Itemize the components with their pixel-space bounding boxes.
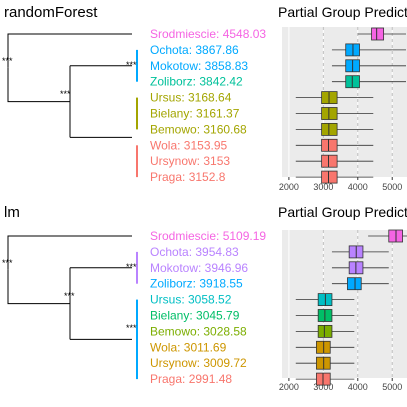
group-label: Srodmiescie: 5109.19 bbox=[150, 229, 266, 243]
group-label: Ursynow: 3009.72 bbox=[150, 356, 247, 370]
branch bbox=[7, 269, 70, 305]
branch bbox=[7, 67, 70, 103]
group-label: Srodmiescie: 4548.03 bbox=[150, 27, 266, 41]
group-label: Bemowo: 3028.58 bbox=[150, 324, 247, 338]
group-label: Zoliborz: 3918.55 bbox=[150, 277, 243, 291]
x-tick-label: 4000 bbox=[348, 182, 368, 192]
significance-stars: *** bbox=[126, 262, 137, 272]
significance-stars: *** bbox=[126, 60, 137, 70]
boxplot-title: Partial Group Predictions bbox=[278, 204, 407, 220]
group-label: Praga: 3152.8 bbox=[150, 170, 226, 184]
plot-background bbox=[282, 230, 407, 378]
group-label: Ursus: 3058.52 bbox=[150, 293, 232, 307]
model-title: randomForest bbox=[4, 4, 98, 21]
branch bbox=[7, 235, 132, 270]
significance-stars: *** bbox=[126, 323, 137, 333]
group-label: Mokotow: 3858.83 bbox=[150, 59, 248, 73]
significance-stars: *** bbox=[2, 56, 13, 66]
box bbox=[371, 27, 385, 41]
box bbox=[347, 277, 362, 291]
significance-stars: *** bbox=[64, 291, 75, 301]
box bbox=[321, 107, 338, 120]
significance-stars: *** bbox=[60, 89, 71, 99]
model-title: lm bbox=[4, 204, 20, 221]
group-label: Wola: 3011.69 bbox=[150, 340, 227, 354]
boxplot-title: Partial Group Predictions bbox=[278, 4, 407, 20]
plot-background bbox=[282, 27, 407, 177]
box bbox=[321, 123, 338, 136]
group-label: Ursus: 3168.64 bbox=[150, 91, 232, 105]
box bbox=[321, 170, 338, 184]
box bbox=[317, 324, 333, 338]
x-tick-label: 2000 bbox=[279, 182, 299, 192]
panel-randomforest: randomForest Partial Group Predictions 200… bbox=[2, 4, 407, 192]
group-label: Wola: 3153.95 bbox=[150, 138, 227, 152]
group-label: Bielany: 3161.37 bbox=[150, 107, 240, 121]
group-label: Bemowo: 3160.68 bbox=[150, 122, 247, 136]
box bbox=[321, 154, 338, 168]
box bbox=[321, 138, 338, 152]
group-label: Ursynow: 3153 bbox=[150, 154, 230, 168]
panel-lm: lm Partial Group Predictions 2000 3000 4000 5… bbox=[2, 204, 407, 392]
group-label: Ochota: 3867.86 bbox=[150, 43, 239, 57]
x-tick-label: 3000 bbox=[313, 182, 333, 192]
x-tick-label: 4000 bbox=[348, 382, 368, 392]
branch bbox=[7, 33, 132, 68]
x-tick-label: 3000 bbox=[313, 382, 333, 392]
group-label: Zoliborz: 3842.42 bbox=[150, 75, 243, 89]
significance-stars: *** bbox=[2, 258, 13, 268]
group-label: Praga: 2991.48 bbox=[150, 372, 232, 386]
x-tick-label: 2000 bbox=[279, 382, 299, 392]
group-label: Mokotow: 3946.96 bbox=[150, 261, 248, 275]
x-tick-label: 5000 bbox=[382, 382, 402, 392]
group-label: Bielany: 3045.79 bbox=[150, 309, 240, 323]
group-label: Ochota: 3954.83 bbox=[150, 245, 239, 259]
x-tick-label: 5000 bbox=[382, 182, 402, 192]
